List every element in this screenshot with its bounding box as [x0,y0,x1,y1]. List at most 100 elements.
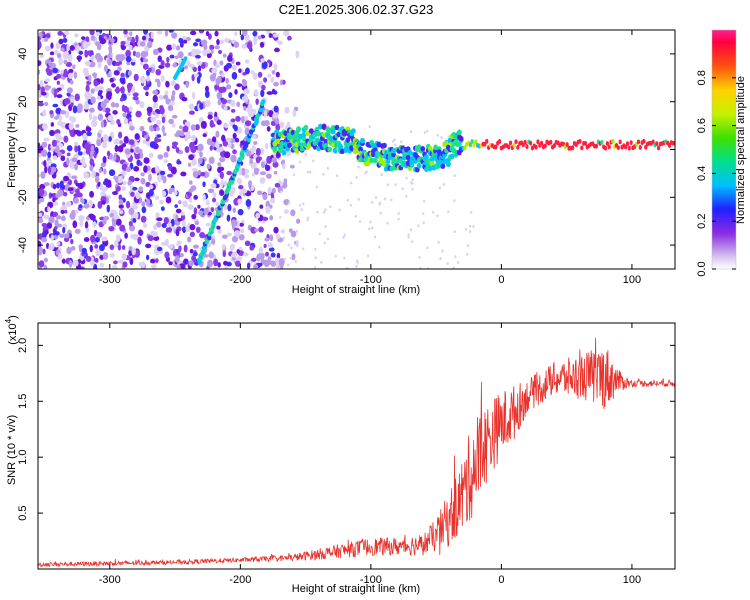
heatmap-cell [89,107,95,113]
heatmap-cell [156,246,163,252]
heatmap-cell [272,33,279,38]
heatmap-cell [206,49,212,54]
heatmap-cell [53,88,60,93]
heatmap-cell [422,212,425,216]
heatmap-cell [125,200,131,209]
heatmap-cell [264,164,271,171]
heatmap-cell [215,140,220,149]
heatmap-cell [210,123,216,128]
heatmap-cell [74,145,79,153]
heatmap-cell [74,33,79,38]
heatmap-cell [205,85,209,93]
heatmap-tone [305,130,311,137]
heatmap-cell [114,144,119,153]
heatmap-cell [276,252,281,260]
heatmap-cell [466,244,470,248]
heatmap-tone [512,142,516,148]
heatmap-tone [427,165,433,172]
heatmap-cell [38,142,41,150]
heatmap-cell [343,233,347,237]
heatmap-cell [159,107,165,115]
heatmap-cell [71,175,78,180]
heatmap-cell [355,176,358,180]
heatmap-cell [65,201,72,207]
heatmap-cell [221,234,228,239]
heatmap-cell [102,134,109,143]
heatmap-cell [237,198,243,205]
heatmap-cell [366,254,370,258]
heatmap-cell [78,204,83,209]
heatmap-cell [246,108,253,113]
heatmap-cell [100,162,107,168]
heatmap-cell [423,131,427,135]
heatmap-cell [411,240,414,244]
heatmap-cell [223,123,229,129]
heatmap-cell [74,93,80,102]
heatmap-cell [157,55,162,63]
heatmap-cell [134,212,139,220]
heatmap-cell [287,35,292,41]
heatmap-cell [139,101,145,109]
heatmap-cell [43,137,50,142]
heatmap-cell [156,30,163,35]
heatmap-cell [115,102,120,108]
heatmap-cell [290,209,296,217]
heatmap-cell [314,247,317,251]
heatmap-cell [60,110,66,115]
heatmap-tone [549,139,553,145]
heatmap-cell [163,216,169,225]
heatmap-cell [273,81,279,87]
heatmap-cell [117,259,124,264]
heatmap-cell [122,112,127,118]
heatmap-cell [38,153,42,158]
heatmap-cell [81,36,86,41]
heatmap-cell [188,103,195,110]
heatmap-cell [89,260,95,267]
heatmap-cell [216,38,220,46]
heatmap-cell [192,258,197,264]
snr-x-tick-label: 0 [498,574,504,586]
heatmap-cell [258,226,264,233]
heatmap-tone [470,139,474,144]
heatmap-cell [38,240,42,249]
heatmap-cell [231,219,236,227]
colorbar: 0.0 0.2 0.4 0.6 0.8 Normalized spectral ampl… [696,29,747,277]
heatmap-cell [94,236,100,243]
heatmap-cell [112,110,118,115]
heatmap-cell [66,152,71,157]
heatmap-cell [269,197,276,204]
heatmap-cell [132,92,139,97]
heatmap-cell [240,34,245,41]
heatmap-cell [73,197,79,204]
heatmap-cell [269,215,274,221]
heatmap-cell [84,60,91,67]
heatmap-cell [246,41,253,50]
heatmap-tone [336,131,342,138]
heatmap-tone [655,141,659,147]
heatmap-cell [102,156,107,164]
heatmap-cell [301,247,305,251]
heatmap-cell [267,73,272,78]
heatmap-tone [276,138,281,145]
heatmap-tone [594,143,599,149]
heatmap-cell [164,251,170,259]
heatmap-cell [62,201,66,206]
heatmap-cell [270,77,274,83]
heatmap-cell [253,264,259,269]
heatmap-cell [81,161,86,167]
heatmap-cell [248,180,253,188]
heatmap-cell [257,71,263,78]
heatmap-tone [507,144,511,150]
heatmap-cell [196,61,203,66]
heatmap-cell [345,266,348,269]
heatmap-tone [334,124,340,131]
snr-y-scale: (x104) [4,315,19,345]
heatmap-cell [141,35,147,41]
heatmap-cell [223,180,228,186]
heatmap-cell [58,38,64,45]
heatmap-cell [160,241,168,246]
heatmap-tone [323,138,329,145]
heatmap-cell [101,200,106,205]
heatmap-cell [197,204,201,209]
heatmap-cell [55,215,62,220]
